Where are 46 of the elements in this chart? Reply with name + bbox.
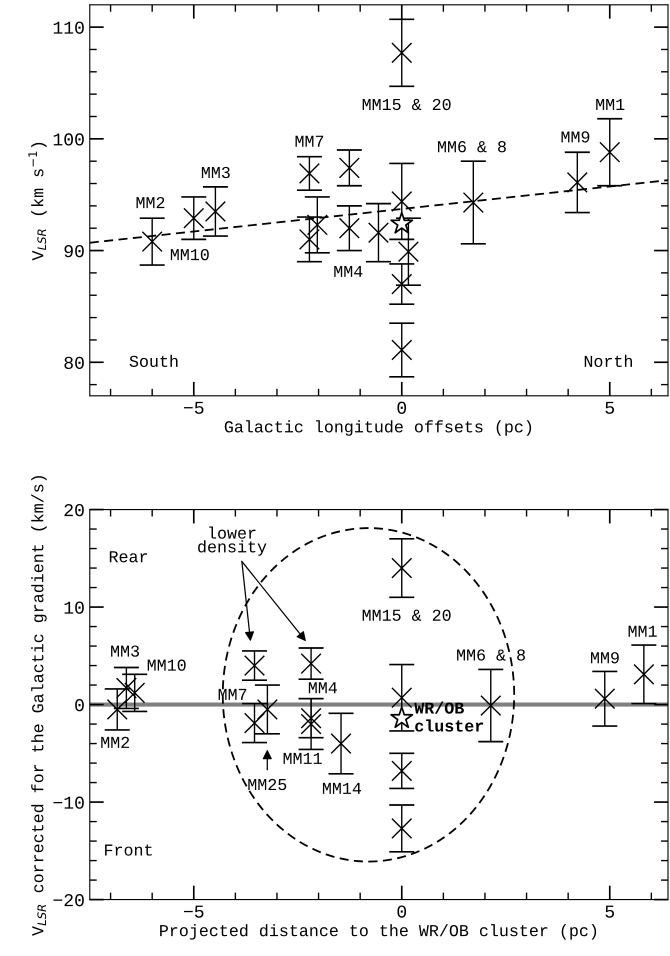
x-axis-title: Projected distance to the WR/OB cluster (pc): [160, 924, 596, 940]
annotation: MM7: [296, 136, 324, 147]
annotation: MM1: [628, 626, 657, 637]
annotation: North: [584, 354, 632, 368]
annotation: South: [130, 354, 178, 368]
annotation: MM4: [334, 266, 362, 277]
y-tick-label: 0: [75, 699, 84, 712]
y-tick-label: −10: [53, 796, 84, 809]
y-tick-label: 90: [64, 245, 84, 258]
annotation: MM15 & 20: [362, 98, 451, 110]
annotation: MM6 & 8: [438, 141, 506, 152]
series-label: WR/OB cluster: [414, 701, 484, 732]
annotation: MM14: [322, 782, 362, 794]
annotation: MM10: [148, 660, 186, 671]
annotation: MM15 & 20: [362, 610, 451, 621]
x-tick-label: 0: [397, 402, 406, 414]
y-tick-label: 110: [54, 22, 84, 34]
y-tick-label: 80: [64, 356, 84, 369]
annotation: MM6 & 8: [457, 649, 525, 661]
annotation: MM4: [308, 682, 337, 694]
annotation: MM3: [202, 166, 230, 178]
x-tick-label: −5: [184, 402, 204, 414]
annotation: MM1: [596, 98, 624, 110]
y-tick-label: 100: [54, 133, 84, 146]
x-tick-label: 5: [605, 402, 614, 414]
annotation: MM7: [218, 688, 246, 700]
annotation: MM9: [562, 131, 590, 143]
annotation: MM9: [591, 652, 619, 664]
annotation: MM10: [170, 248, 209, 260]
annotation: MM2: [101, 736, 130, 748]
annotation: lower density: [198, 526, 266, 556]
x-tick-label: 0: [397, 905, 406, 918]
x-axis-title: Galactic longitude offsets (pc): [224, 420, 532, 436]
y-tick-label: −20: [53, 894, 84, 906]
annotation: Front: [105, 844, 152, 856]
annotation: MM2: [136, 196, 164, 208]
annotation: MM3: [111, 645, 139, 657]
y-tick-label: 20: [64, 504, 84, 516]
text: V$_{LSR}$ (km s$^{−1}$): [28, 142, 47, 260]
annotation: Rear: [110, 551, 148, 562]
y-tick-label: 10: [64, 602, 84, 614]
annotation: MM11: [284, 752, 322, 764]
x-tick-label: 5: [605, 906, 614, 918]
y-axis-title: V$_{LSR}$ corrected for the Galactic gradient (km/s): [31, 476, 47, 936]
annotation: MM25: [248, 778, 286, 790]
x-tick-label: −5: [184, 906, 204, 918]
